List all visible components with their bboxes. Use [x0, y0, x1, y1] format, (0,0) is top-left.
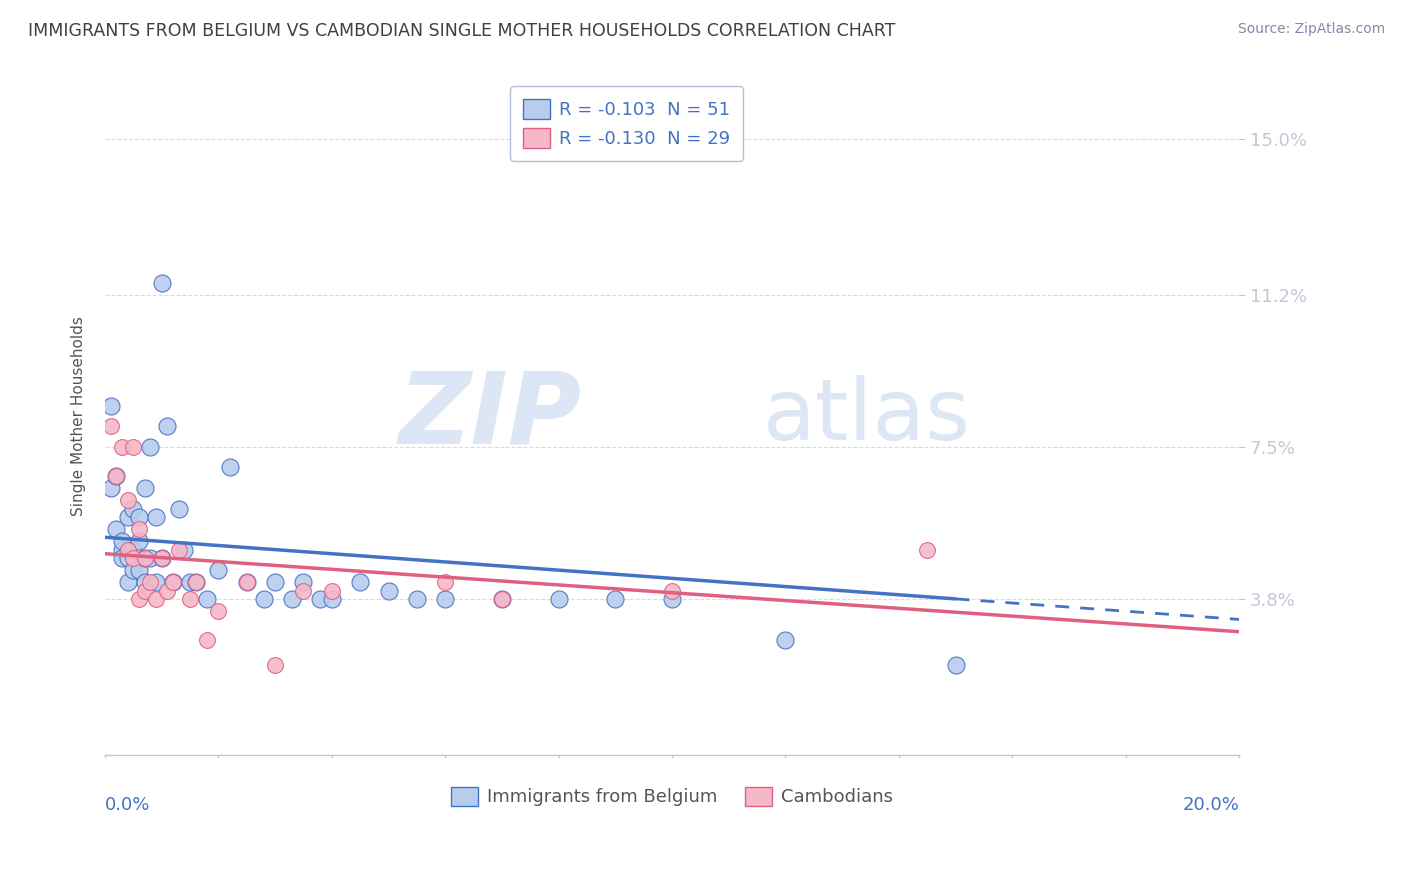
Point [111, 542, 134, 557]
Point [128, 591, 150, 606]
Point [100, 399, 122, 413]
Point [162, 575, 184, 590]
Text: Source: ZipAtlas.com: Source: ZipAtlas.com [1237, 22, 1385, 37]
Point [264, 657, 287, 672]
Point [162, 575, 184, 590]
Point [184, 575, 207, 590]
Point [156, 583, 179, 598]
Point [207, 604, 229, 618]
Point [547, 591, 569, 606]
Point [145, 575, 167, 590]
Point [173, 542, 195, 557]
Point [117, 542, 139, 557]
Point [167, 542, 190, 557]
Point [156, 419, 179, 434]
Point [122, 563, 145, 577]
Point [775, 632, 797, 647]
Point [218, 460, 240, 475]
Point [321, 583, 343, 598]
Text: ZIP: ZIP [398, 368, 581, 465]
Point [100, 481, 122, 495]
Point [128, 534, 150, 549]
Point [122, 542, 145, 557]
Point [117, 575, 139, 590]
Point [661, 583, 683, 598]
Point [184, 575, 207, 590]
Point [134, 550, 156, 565]
Point [128, 509, 150, 524]
Point [139, 575, 162, 590]
Point [122, 550, 145, 565]
Point [207, 563, 229, 577]
Point [195, 632, 218, 647]
Point [661, 591, 683, 606]
Text: IMMIGRANTS FROM BELGIUM VS CAMBODIAN SINGLE MOTHER HOUSEHOLDS CORRELATION CHART: IMMIGRANTS FROM BELGIUM VS CAMBODIAN SIN… [28, 22, 896, 40]
Text: 20.0%: 20.0% [1182, 796, 1239, 814]
Point [434, 575, 457, 590]
Point [134, 481, 156, 495]
Point [321, 591, 343, 606]
Point [134, 575, 156, 590]
Point [128, 563, 150, 577]
Text: 0.0%: 0.0% [105, 796, 150, 814]
Point [491, 591, 513, 606]
Point [236, 575, 259, 590]
Point [309, 591, 332, 606]
Point [150, 276, 173, 290]
Point [195, 591, 218, 606]
Point [145, 509, 167, 524]
Point [349, 575, 371, 590]
Point [915, 542, 938, 557]
Point [128, 522, 150, 536]
Point [179, 575, 201, 590]
Point [122, 501, 145, 516]
Point [105, 468, 128, 483]
Point [139, 550, 162, 565]
Point [167, 501, 190, 516]
Point [434, 591, 457, 606]
Point [264, 575, 287, 590]
Text: atlas: atlas [763, 375, 970, 458]
Point [100, 419, 122, 434]
Point [292, 575, 315, 590]
Point [377, 583, 399, 598]
Point [139, 440, 162, 454]
Point [134, 550, 156, 565]
Y-axis label: Single Mother Households: Single Mother Households [72, 317, 86, 516]
Point [111, 550, 134, 565]
Point [179, 591, 201, 606]
Point [134, 583, 156, 598]
Point [281, 591, 304, 606]
Point [405, 591, 427, 606]
Point [945, 657, 967, 672]
Point [117, 509, 139, 524]
Point [117, 493, 139, 508]
Point [150, 550, 173, 565]
Legend: Immigrants from Belgium, Cambodians: Immigrants from Belgium, Cambodians [444, 780, 900, 814]
Point [253, 591, 276, 606]
Point [122, 440, 145, 454]
Point [111, 534, 134, 549]
Point [292, 583, 315, 598]
Point [145, 591, 167, 606]
Point [150, 550, 173, 565]
Point [117, 550, 139, 565]
Point [111, 440, 134, 454]
Point [105, 522, 128, 536]
Point [605, 591, 627, 606]
Point [105, 468, 128, 483]
Point [236, 575, 259, 590]
Point [491, 591, 513, 606]
